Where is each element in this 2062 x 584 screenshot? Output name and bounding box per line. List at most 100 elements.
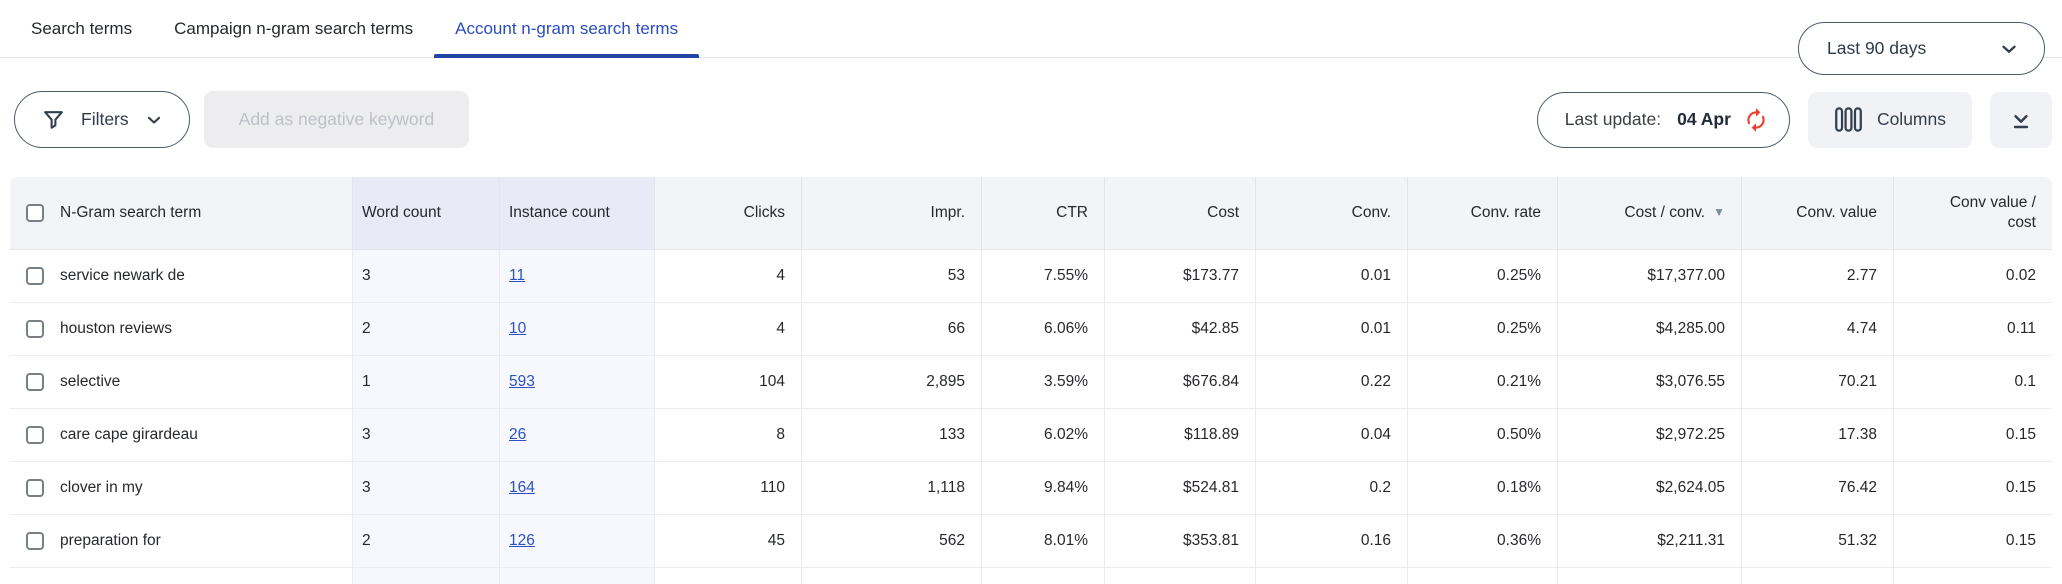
cell-word-count: 1 bbox=[353, 356, 500, 409]
col-header-impr[interactable]: Impr. bbox=[802, 177, 982, 250]
filters-button[interactable]: Filters bbox=[14, 91, 190, 148]
cell-conv: 0.2 bbox=[1256, 462, 1408, 515]
instance-count-link[interactable]: 10 bbox=[509, 320, 526, 337]
cell-conv-value-per-cost: 0.02 bbox=[1894, 250, 2052, 303]
tab-account-ngram-search-terms[interactable]: Account n-gram search terms bbox=[434, 0, 699, 57]
search-term-text: service newark de bbox=[60, 267, 185, 285]
cell-word-count: 3 bbox=[353, 409, 500, 462]
cell-conv: 0.16 bbox=[1256, 515, 1408, 568]
filters-label: Filters bbox=[81, 109, 129, 130]
cell-conv-value-per-cost: 0.15 bbox=[1894, 462, 2052, 515]
table-row: preparation for 2 126 455628.01%$353.810.16… bbox=[10, 515, 2052, 568]
cell-conv-value: 2.77 bbox=[1742, 250, 1894, 303]
cell-cost-per-conv: $2,624.05 bbox=[1558, 462, 1742, 515]
col-header-label: Conv value / cost bbox=[1930, 193, 2036, 233]
cell-impr: 1,118 bbox=[802, 462, 982, 515]
cell-cost: $118.89 bbox=[1105, 409, 1256, 462]
col-header-cost[interactable]: Cost bbox=[1105, 177, 1256, 250]
cell-cost: $353.81 bbox=[1105, 515, 1256, 568]
cell-clicks: 8 bbox=[655, 409, 802, 462]
search-term-text: preparation for bbox=[60, 532, 161, 550]
col-header-conv[interactable]: Conv. bbox=[1256, 177, 1408, 250]
cell-conv-rate: 0.25% bbox=[1408, 250, 1558, 303]
cell-ctr: 6.06% bbox=[982, 303, 1105, 356]
table-row: care cape girardeau32681336.02%$118.890.… bbox=[10, 409, 2052, 462]
cell-cost: $42.85 bbox=[1105, 303, 1256, 356]
cell-clicks: 45 bbox=[655, 515, 802, 568]
date-range-selector[interactable]: Last 90 days bbox=[1798, 22, 2045, 75]
last-update-refresh-button[interactable]: Last update:04 Apr bbox=[1537, 92, 1790, 148]
columns-button[interactable]: Columns bbox=[1808, 92, 1972, 148]
col-header-ctr[interactable]: CTR bbox=[982, 177, 1105, 250]
cell-conv-value: 70.21 bbox=[1742, 356, 1894, 409]
cell-instance-count: 26 bbox=[500, 409, 655, 462]
col-header-clicks[interactable]: Clicks bbox=[655, 177, 802, 250]
sort-descending-icon: ▼ bbox=[1713, 205, 1725, 219]
cell-word-count: 3 bbox=[353, 250, 500, 303]
row-checkbox[interactable] bbox=[26, 426, 44, 444]
col-header-instance-count[interactable]: Instance count bbox=[500, 177, 655, 250]
download-button[interactable] bbox=[1990, 92, 2052, 148]
cell-impr: 562 bbox=[802, 515, 982, 568]
table-row: service newark de3114537.55%$173.770.010… bbox=[10, 250, 2052, 303]
instance-count-link[interactable]: 164 bbox=[509, 479, 535, 496]
tab-campaign-ngram-search-terms[interactable]: Campaign n-gram search terms bbox=[153, 0, 434, 57]
instance-count-link[interactable]: 11 bbox=[509, 267, 525, 284]
col-header-cost-per-conv[interactable]: Cost / conv.▼ bbox=[1558, 177, 1742, 250]
cell-conv: 0.01 bbox=[1256, 303, 1408, 356]
row-checkbox[interactable] bbox=[26, 373, 44, 391]
cell-conv-rate: 0.18% bbox=[1408, 462, 1558, 515]
cell-clicks: 104 bbox=[655, 356, 802, 409]
cell-conv-rate: 0.25% bbox=[1408, 303, 1558, 356]
cell-conv: 0.01 bbox=[1256, 250, 1408, 303]
col-header-conv-rate[interactable]: Conv. rate bbox=[1408, 177, 1558, 250]
add-as-negative-keyword-label: Add as negative keyword bbox=[239, 109, 435, 130]
tab-label: Account n-gram search terms bbox=[455, 19, 678, 39]
col-header-conv-value-per-cost[interactable]: Conv value / cost bbox=[1894, 177, 2052, 250]
cell-conv-value-per-cost: 0.15 bbox=[1894, 515, 2052, 568]
cell-cost: $173.77 bbox=[1105, 250, 1256, 303]
row-checkbox[interactable] bbox=[26, 532, 44, 550]
row-checkbox[interactable] bbox=[26, 267, 44, 285]
select-all-checkbox[interactable] bbox=[26, 204, 44, 222]
ngram-table-container: N-Gram search term Word count Instance c… bbox=[10, 177, 2052, 584]
cell-clicks: 4 bbox=[655, 250, 802, 303]
toolbar: Filters Add as negative keyword Last upd… bbox=[0, 91, 2062, 148]
cell-clicks: 110 bbox=[655, 462, 802, 515]
cell-ctr: 8.01% bbox=[982, 515, 1105, 568]
cell-conv-value-per-cost: 0.15 bbox=[1894, 409, 2052, 462]
cell-conv-rate: 0.36% bbox=[1408, 515, 1558, 568]
col-header-conv-value[interactable]: Conv. value bbox=[1742, 177, 1894, 250]
add-as-negative-keyword-button[interactable]: Add as negative keyword bbox=[204, 91, 470, 148]
columns-icon bbox=[1834, 106, 1863, 133]
col-header-word-count[interactable]: Word count bbox=[353, 177, 500, 250]
table-row: houston reviews2104666.06%$42.850.010.25… bbox=[10, 303, 2052, 356]
cell-word-count: 3 bbox=[353, 462, 500, 515]
cell-term: care cape girardeau bbox=[10, 409, 353, 462]
chevron-down-icon bbox=[1998, 38, 2020, 60]
cell-ctr: 9.84% bbox=[982, 462, 1105, 515]
cell-ctr: 3.59% bbox=[982, 356, 1105, 409]
cell-instance-count: 11 bbox=[500, 250, 655, 303]
cell-term: preparation for bbox=[10, 515, 353, 568]
cell-conv: 0.22 bbox=[1256, 356, 1408, 409]
cell-word-count: 2 bbox=[353, 515, 500, 568]
instance-count-link[interactable]: 126 bbox=[509, 532, 535, 549]
col-header-ngram-search-term[interactable]: N-Gram search term bbox=[10, 177, 353, 250]
cell-cost-per-conv: $2,211.31 bbox=[1558, 515, 1742, 568]
date-range-label: Last 90 days bbox=[1827, 38, 1926, 59]
table-header-row: N-Gram search term Word count Instance c… bbox=[10, 177, 2052, 250]
cell-cost-per-conv: $3,076.55 bbox=[1558, 356, 1742, 409]
row-checkbox[interactable] bbox=[26, 320, 44, 338]
tab-search-terms[interactable]: Search terms bbox=[10, 0, 153, 57]
cell-instance-count: 593 bbox=[500, 356, 655, 409]
ngram-table: N-Gram search term Word count Instance c… bbox=[10, 177, 2052, 584]
instance-count-link[interactable]: 593 bbox=[509, 373, 535, 390]
cell-term: houston reviews bbox=[10, 303, 353, 356]
download-icon bbox=[2008, 107, 2034, 133]
instance-count-link[interactable]: 26 bbox=[509, 426, 526, 443]
row-checkbox[interactable] bbox=[26, 479, 44, 497]
cell-term: service newark de bbox=[10, 250, 353, 303]
tab-label: Search terms bbox=[31, 19, 132, 39]
columns-label: Columns bbox=[1877, 109, 1946, 130]
